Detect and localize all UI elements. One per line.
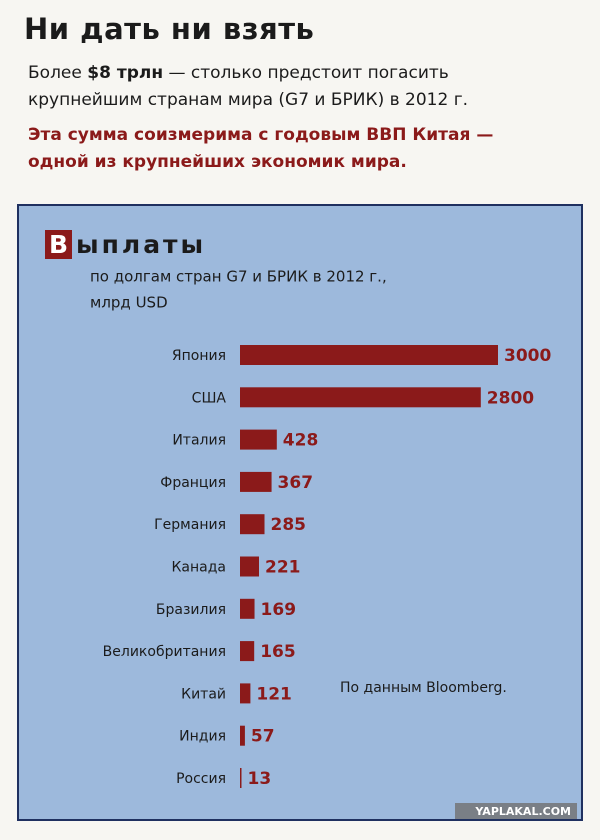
value-label: 428 [283, 431, 319, 451]
bar [240, 556, 260, 577]
watermark-bg [455, 803, 577, 819]
bar [240, 514, 265, 535]
value-label: 3000 [504, 346, 551, 366]
category-label: Китай [181, 686, 226, 702]
category-label: Франция [160, 475, 226, 491]
category-label: Канада [171, 560, 226, 576]
bar [240, 471, 272, 492]
chart-title: ыплаты [76, 230, 206, 259]
bar [240, 725, 245, 746]
category-label: Индия [179, 729, 226, 745]
lead: Более $8 трлн — столько предстоит погаси… [28, 60, 498, 114]
category-label: Италия [172, 433, 226, 449]
watermark: YAPLAKAL.COM [474, 805, 571, 818]
category-label: Великобритания [103, 644, 226, 660]
bar [240, 598, 255, 619]
category-label: Япония [172, 348, 226, 364]
value-label: 57 [251, 727, 275, 747]
bar [240, 387, 481, 408]
bar [240, 641, 255, 662]
lead-prefix: Более [28, 63, 82, 83]
source-note: По данным Bloomberg. [340, 680, 507, 696]
title-initial-box [45, 230, 72, 259]
lead-rest: — столько предстоит погасить крупнейшим … [28, 63, 469, 110]
bar [240, 345, 498, 365]
chart-panel [17, 204, 583, 821]
bar [240, 429, 277, 450]
bar [240, 683, 251, 704]
category-label: США [192, 390, 227, 406]
value-label: 13 [248, 769, 272, 789]
value-label: 221 [265, 558, 301, 578]
category-label: Бразилия [156, 602, 226, 618]
value-label: 165 [260, 642, 296, 662]
value-label: 367 [278, 473, 314, 493]
value-label: 169 [261, 600, 297, 620]
bar [240, 768, 242, 788]
chart-subtitle: по долгам стран G7 и БРИК в 2012 г., [90, 268, 387, 286]
lead-highlight: $8 трлн [87, 63, 164, 83]
category-label: Россия [176, 771, 226, 787]
chart-title-initial: В [49, 230, 68, 259]
category-label: Германия [154, 517, 226, 533]
chart-units: млрд USD [90, 294, 168, 312]
value-label: 285 [271, 515, 307, 535]
value-label: 121 [256, 684, 292, 704]
accent-text: Эта сумма соизмерима с годовым ВВП Китая… [28, 125, 494, 172]
headline: Ни дать ни взять [24, 12, 315, 46]
value-label: 2800 [487, 388, 534, 408]
